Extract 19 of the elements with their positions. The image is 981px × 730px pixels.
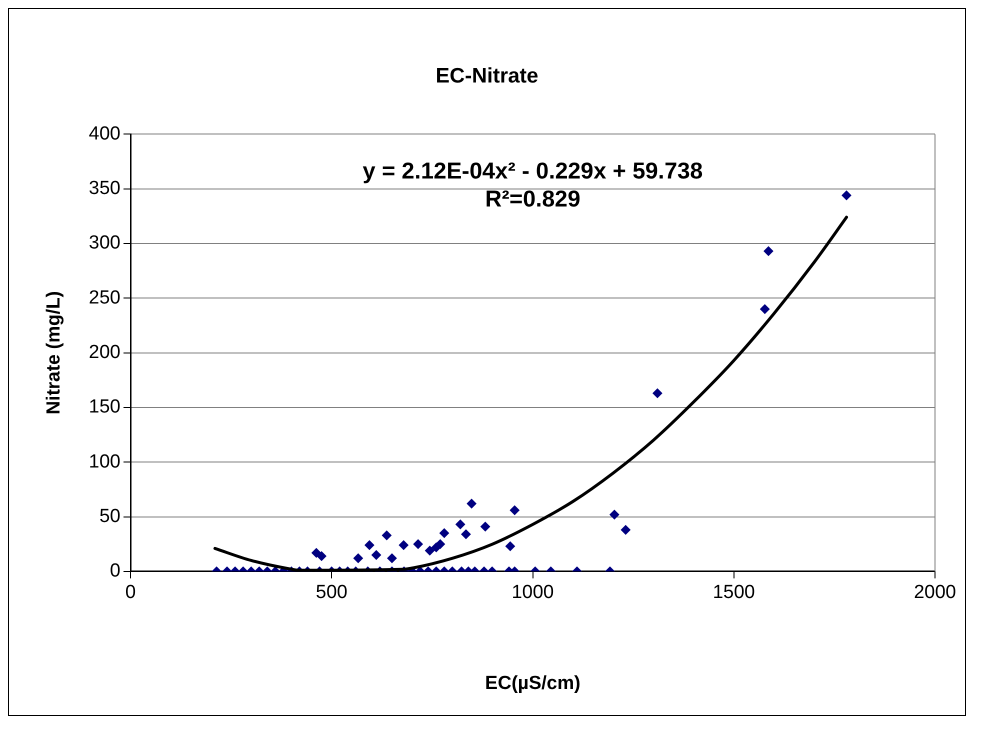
y-tick-label: 250 [88,287,120,308]
annotation: y = 2.12E-04x² - 0.229x + 59.738 [362,158,704,184]
x-tick-label: 0 [125,582,136,604]
y-tick-label: 50 [99,506,120,527]
chart-title: EC-Nitrate [436,64,538,88]
x-tick-label: 500 [316,582,348,604]
y-tick-label: 300 [88,232,120,254]
y-tick-label: 0 [110,560,120,582]
x-tick-label: 1500 [712,582,756,604]
y-tick-label: 350 [88,178,120,200]
y-tick-label: 100 [88,451,120,472]
y-tick-label: 200 [88,342,120,364]
x-tick-label: 1000 [512,582,554,604]
x-tick-label: 2000 [914,582,956,604]
y-tick-label: 400 [88,123,120,144]
x-axis-title: EC(µS/cm) [485,672,580,694]
annotation: R²=0.829 [485,186,580,212]
y-axis-title: Nitrate (mg/L) [44,291,65,415]
y-tick-label: 150 [88,396,120,418]
